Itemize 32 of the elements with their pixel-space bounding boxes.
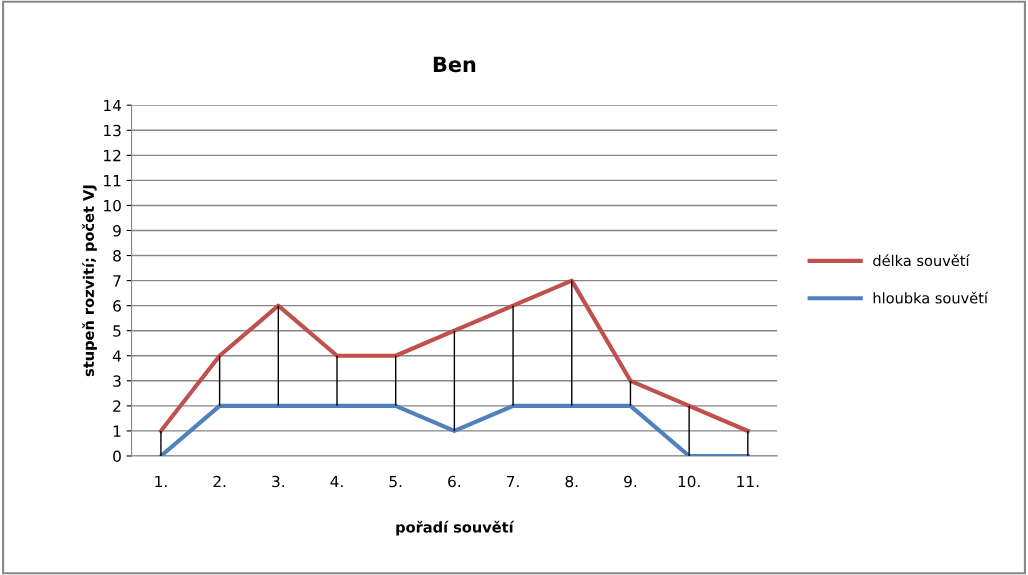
y-tick-label: 7 xyxy=(113,275,121,287)
x-tick-label: 3. xyxy=(272,475,284,488)
y-tick-label: 3 xyxy=(113,375,121,387)
y-tick-label: 8 xyxy=(113,250,121,262)
y-tick-label: 4 xyxy=(112,350,121,362)
legend-label: hloubka souvětí xyxy=(873,291,989,304)
x-axis-title: pořadí souvětí xyxy=(396,520,515,536)
y-tick-label: 11 xyxy=(104,175,121,187)
x-tick-label: 7. xyxy=(507,475,519,488)
x-tick-label: 1. xyxy=(155,475,167,488)
x-tick-label: 6. xyxy=(448,475,461,488)
chart-title: Ben xyxy=(433,56,476,73)
x-tick-label: 2. xyxy=(213,475,226,488)
x-tick-label: 11. xyxy=(737,475,759,488)
y-tick-label: 1 xyxy=(113,425,121,437)
legend-label: délka souvětí xyxy=(873,254,970,267)
y-tick-label: 0 xyxy=(113,450,121,462)
x-tick-label: 5. xyxy=(389,475,402,488)
y-tick-label: 13 xyxy=(104,124,121,137)
y-tick-label: 5 xyxy=(113,325,121,337)
y-tick-label: 14 xyxy=(104,99,121,112)
y-tick-label: 10 xyxy=(104,199,121,212)
line-series xyxy=(158,278,750,434)
x-tick-label: 4. xyxy=(330,475,343,488)
y-tick-label: 2 xyxy=(113,400,121,412)
y-tick-label: 6 xyxy=(113,300,121,312)
y-axis-title: stupeň rozvití; počet VJ xyxy=(82,185,97,377)
x-tick-label: 8. xyxy=(565,475,578,488)
x-tick-label: 10. xyxy=(678,475,700,488)
y-tick-label: 9 xyxy=(113,224,121,237)
x-tick-label: 9. xyxy=(624,475,637,488)
y-tick-label: 12 xyxy=(104,149,121,162)
